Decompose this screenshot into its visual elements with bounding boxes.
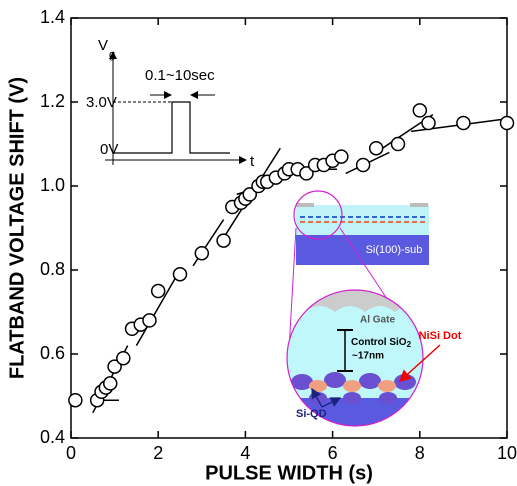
x-tick-label: 4	[240, 443, 250, 463]
data-point	[143, 314, 156, 327]
x-tick-label: 0	[66, 443, 76, 463]
y-tick-label: 1.0	[40, 175, 65, 195]
y-tick-label: 0.6	[40, 343, 65, 363]
data-point	[335, 150, 348, 163]
x-tick-label: 6	[328, 443, 338, 463]
x-tick-label: 8	[415, 443, 425, 463]
x-tick-label: 2	[153, 443, 163, 463]
inset-label: t	[250, 153, 255, 170]
device-label: Al Gate	[360, 315, 395, 326]
device-label: Si-QD	[296, 408, 327, 420]
device-label: Control SiO	[351, 337, 407, 348]
chart: PULSE WIDTH (s) FLATBAND VOLTAGE SHIFT (…	[0, 0, 517, 486]
y-tick-label: 0.4	[40, 427, 65, 447]
data-point	[217, 234, 230, 247]
y-axis-label: FLATBAND VOLTAGE SHIFT (V)	[6, 77, 28, 379]
data-point	[195, 247, 208, 260]
data-point	[392, 138, 405, 151]
device-label: Control SiO2	[351, 337, 412, 349]
data-point	[422, 117, 435, 130]
x-axis-label: PULSE WIDTH (s)	[205, 462, 373, 484]
inset-label: 0V	[100, 141, 118, 158]
device-label: NiSi Dot	[419, 330, 462, 342]
y-tick-label: 1.2	[40, 91, 65, 111]
y-tick-label: 0.8	[40, 259, 65, 279]
data-point	[357, 159, 370, 172]
data-point	[117, 352, 130, 365]
data-point	[104, 377, 117, 390]
x-tick-label: 10	[497, 443, 517, 463]
data-point	[69, 394, 82, 407]
data-point	[174, 268, 187, 281]
data-point	[413, 104, 426, 117]
device-label: Si(100)-sub	[366, 244, 423, 256]
y-tick-label: 1.4	[40, 7, 65, 27]
inset-label: V	[98, 37, 108, 54]
data-point	[457, 117, 470, 130]
data-point	[370, 142, 383, 155]
inset-label: g	[109, 49, 115, 61]
data-point	[501, 117, 514, 130]
inset-label: 0.1~10sec	[145, 67, 215, 84]
inset-label: 3.0V	[86, 94, 117, 111]
device-inset	[285, 191, 440, 430]
device-label: ~17nm	[352, 351, 384, 362]
data-point	[152, 285, 165, 298]
device-label: 2	[407, 340, 412, 349]
